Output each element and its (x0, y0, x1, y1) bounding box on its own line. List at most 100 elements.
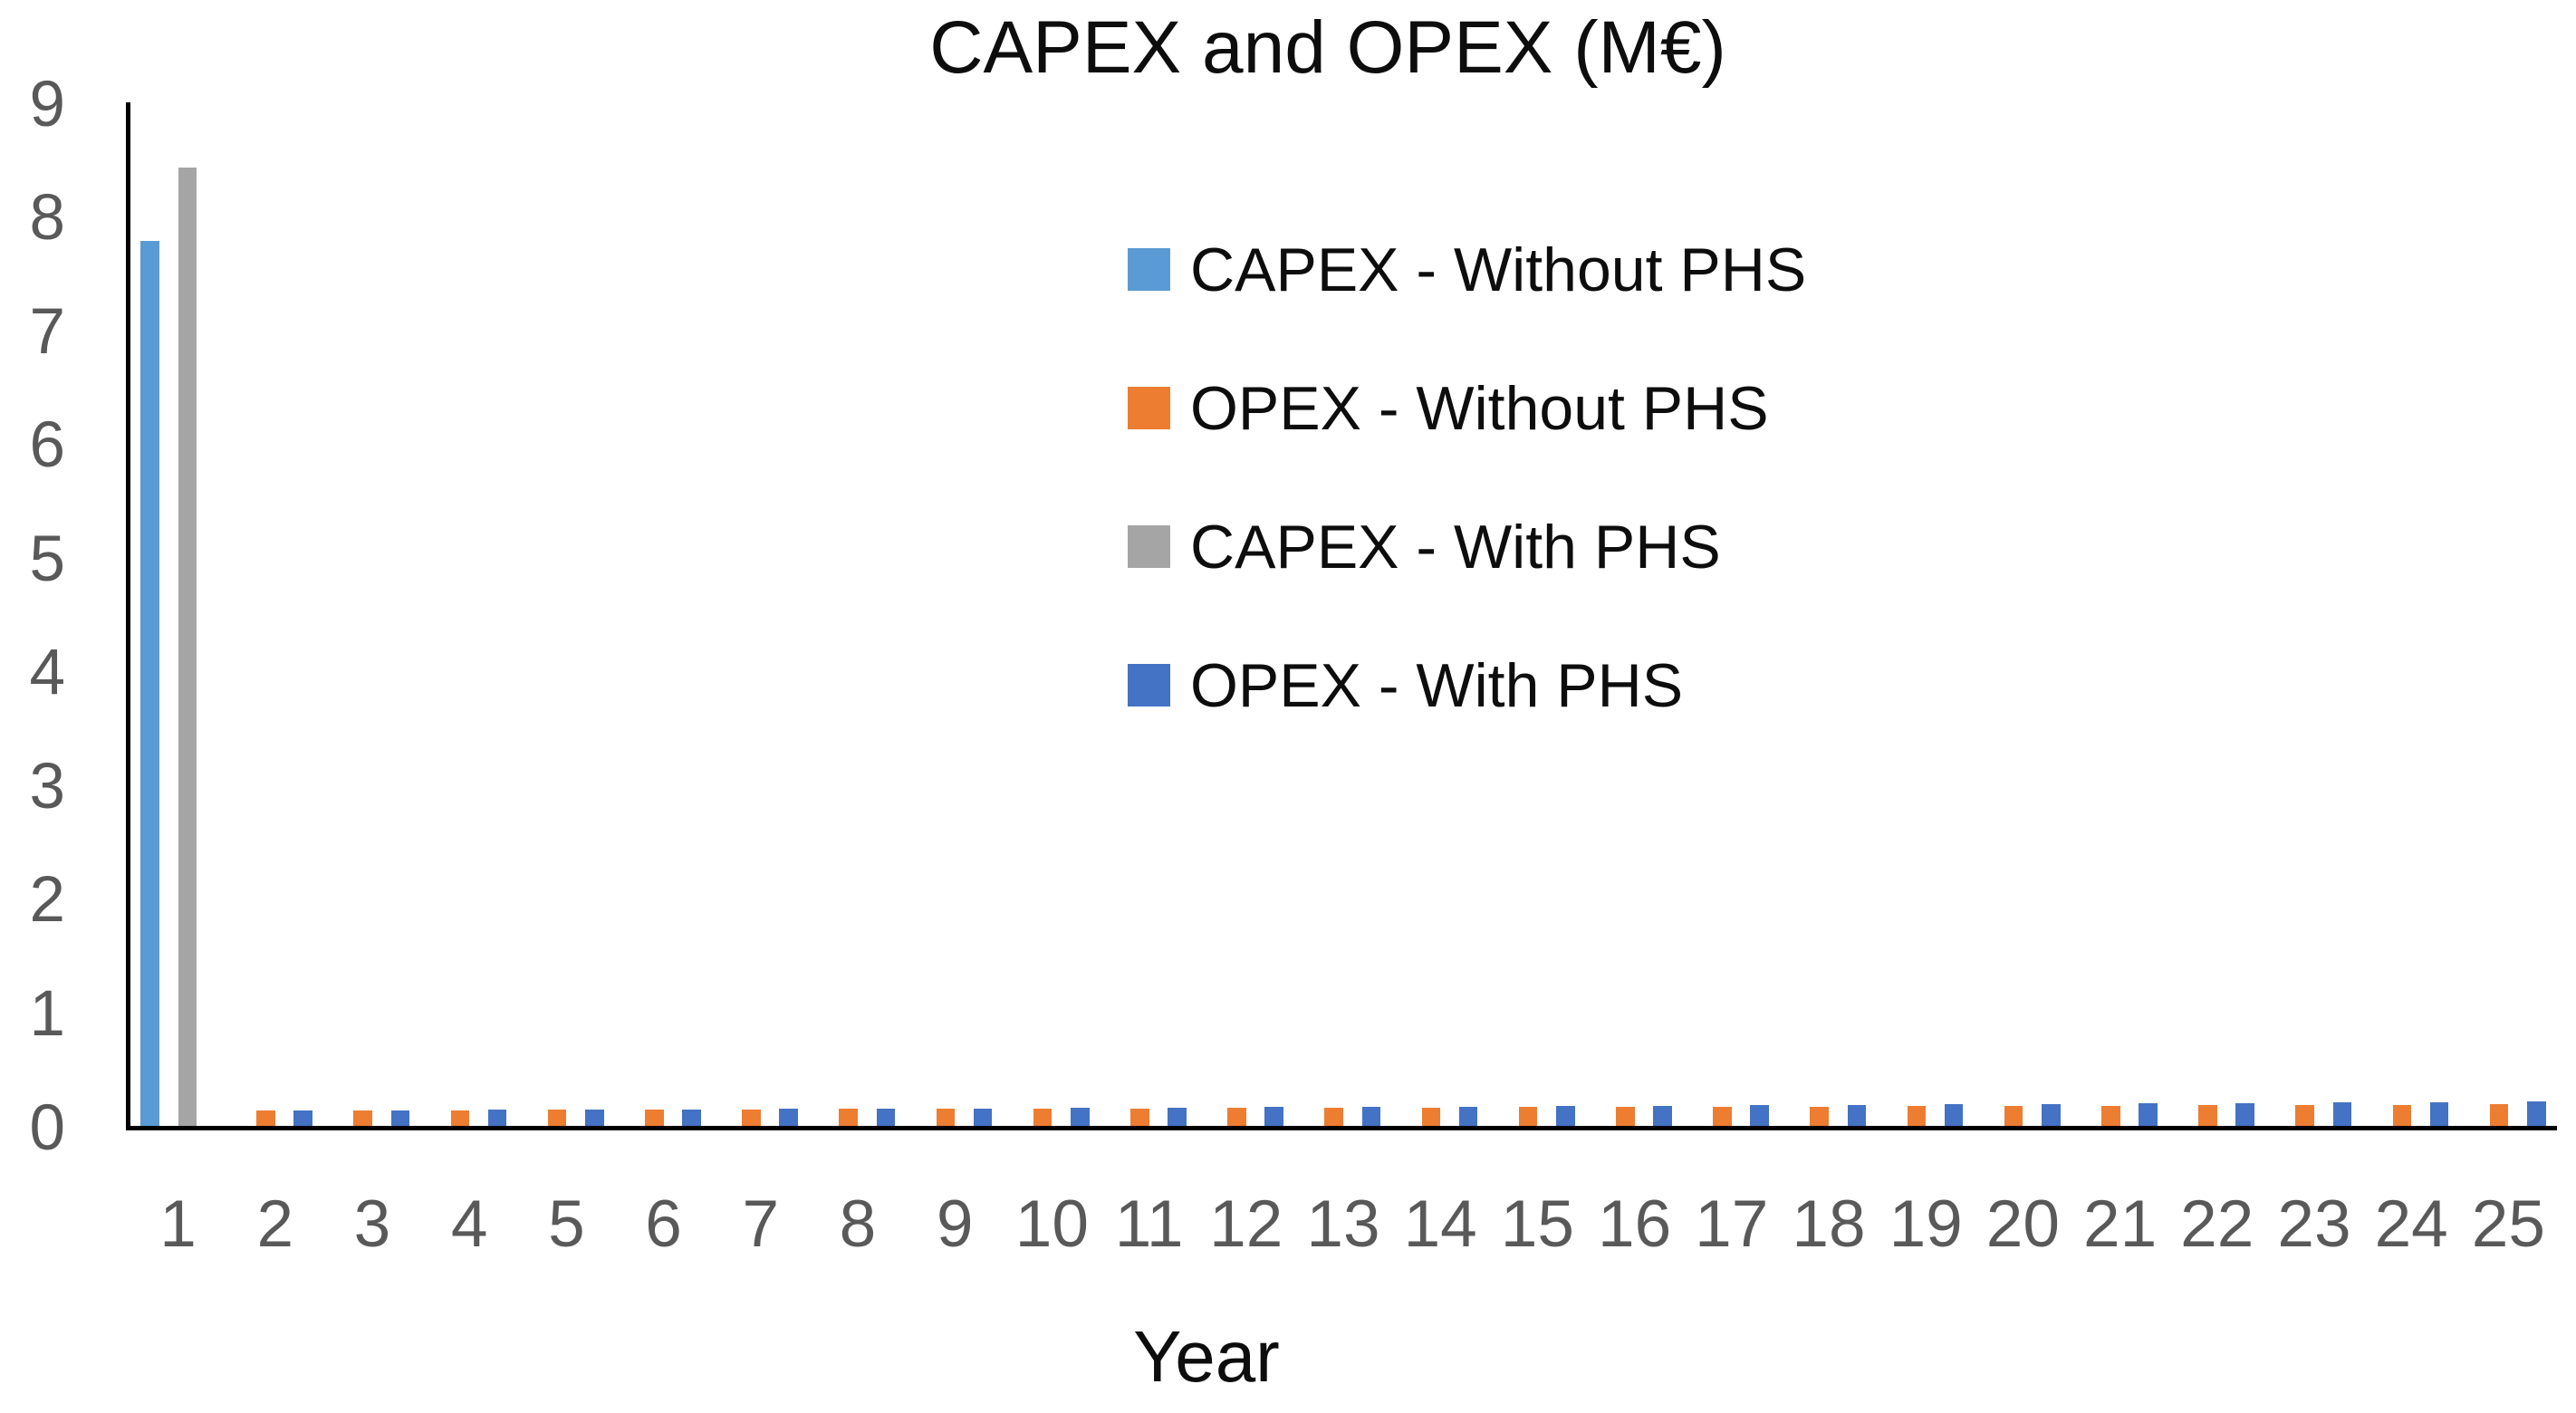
bar (1713, 1106, 1732, 1126)
x-tick-label: 7 (742, 1187, 780, 1261)
bar (1168, 1107, 1187, 1126)
y-tick-label: 3 (29, 750, 66, 822)
x-tick-label: 24 (2374, 1187, 2448, 1261)
x-axis-line (126, 1126, 2557, 1130)
x-tick-label: 25 (2471, 1187, 2545, 1261)
y-tick-label: 8 (29, 182, 66, 255)
x-tick-label: 8 (839, 1187, 877, 1261)
bar (1324, 1108, 1343, 1126)
x-tick-label: 16 (1597, 1187, 1672, 1261)
bar (2235, 1102, 2254, 1126)
y-tick-label: 1 (29, 977, 66, 1050)
bar (1071, 1108, 1090, 1126)
x-axis-title: Year (1133, 1316, 1280, 1397)
bar (1907, 1106, 1927, 1126)
bar (256, 1110, 275, 1126)
bar (2332, 1102, 2352, 1126)
x-tick-label: 17 (1695, 1187, 1769, 1261)
x-tick-label: 22 (2180, 1187, 2254, 1261)
bar (779, 1109, 798, 1126)
legend-swatch-icon (1128, 525, 1170, 568)
bar (1944, 1104, 1964, 1126)
y-tick-label: 7 (29, 295, 66, 368)
x-tick-label: 14 (1403, 1187, 1477, 1261)
bar (353, 1110, 372, 1126)
bar (645, 1110, 664, 1126)
bar (682, 1109, 701, 1126)
bar (2295, 1104, 2314, 1126)
bar (2101, 1105, 2120, 1126)
x-tick-label: 20 (1985, 1187, 2060, 1261)
y-tick-label: 6 (29, 409, 66, 482)
bar (936, 1109, 956, 1126)
bar (876, 1108, 896, 1126)
bar (178, 167, 197, 1126)
bar (140, 241, 159, 1126)
bar (2198, 1105, 2217, 1126)
x-tick-label: 12 (1209, 1187, 1283, 1261)
y-tick-label: 0 (29, 1091, 66, 1164)
bar (2527, 1101, 2546, 1126)
bar (2042, 1103, 2061, 1126)
x-tick-label: 6 (645, 1187, 682, 1261)
y-tick-label: 5 (29, 523, 66, 595)
legend-item: CAPEX - With PHS (1128, 516, 1721, 578)
bar (1750, 1105, 1769, 1126)
x-tick-label: 11 (1114, 1187, 1184, 1261)
bar (390, 1110, 410, 1126)
legend-item: OPEX - Without PHS (1128, 378, 1769, 439)
bar (1458, 1106, 1478, 1126)
bar (2004, 1105, 2023, 1126)
x-tick-label: 9 (936, 1187, 974, 1261)
bar (2139, 1103, 2158, 1126)
bar (1130, 1108, 1149, 1126)
x-tick-label: 3 (353, 1187, 391, 1261)
x-tick-label: 18 (1792, 1187, 1866, 1261)
legend-swatch-icon (1128, 664, 1170, 706)
chart-title: CAPEX and OPEX (M€) (929, 6, 1726, 89)
x-tick-label: 1 (159, 1187, 197, 1261)
bar (2429, 1101, 2449, 1126)
legend-item: OPEX - With PHS (1128, 655, 1683, 716)
y-tick-label: 4 (29, 637, 66, 709)
legend-label: CAPEX - With PHS (1190, 512, 1721, 582)
bar (1227, 1108, 1246, 1126)
y-tick-label: 2 (29, 864, 66, 937)
bar (1421, 1107, 1441, 1126)
x-tick-label: 5 (548, 1187, 585, 1261)
x-tick-label: 15 (1500, 1187, 1574, 1261)
bar (1518, 1107, 1538, 1126)
bar (2392, 1104, 2412, 1126)
bar (839, 1109, 858, 1126)
x-tick-label: 19 (1889, 1187, 1963, 1261)
bar (2489, 1104, 2509, 1126)
x-tick-label: 21 (2082, 1187, 2158, 1261)
legend-swatch-icon (1128, 248, 1170, 291)
bar (1264, 1107, 1283, 1126)
legend-label: CAPEX - Without PHS (1190, 235, 1807, 304)
bar (1810, 1106, 1829, 1126)
x-tick-label: 23 (2277, 1187, 2351, 1261)
bar (293, 1110, 312, 1126)
bar (1616, 1107, 1635, 1126)
y-axis-line (126, 102, 130, 1130)
x-tick-label: 10 (1014, 1187, 1089, 1261)
bar (742, 1109, 761, 1126)
bar (973, 1108, 993, 1126)
bar (487, 1110, 507, 1126)
bar (1361, 1106, 1381, 1126)
bar (1653, 1105, 1672, 1126)
bar (450, 1110, 470, 1126)
bar (585, 1110, 604, 1126)
y-tick-label: 9 (29, 68, 66, 140)
bar (1556, 1106, 1575, 1126)
legend-swatch-icon (1128, 387, 1170, 429)
legend-label: OPEX - Without PHS (1190, 373, 1769, 443)
x-tick-label: 13 (1306, 1187, 1380, 1261)
bar (1033, 1108, 1053, 1126)
legend-item: CAPEX - Without PHS (1128, 239, 1806, 301)
x-tick-label: 4 (450, 1187, 488, 1261)
bar (547, 1110, 567, 1126)
bar (1847, 1104, 1867, 1126)
